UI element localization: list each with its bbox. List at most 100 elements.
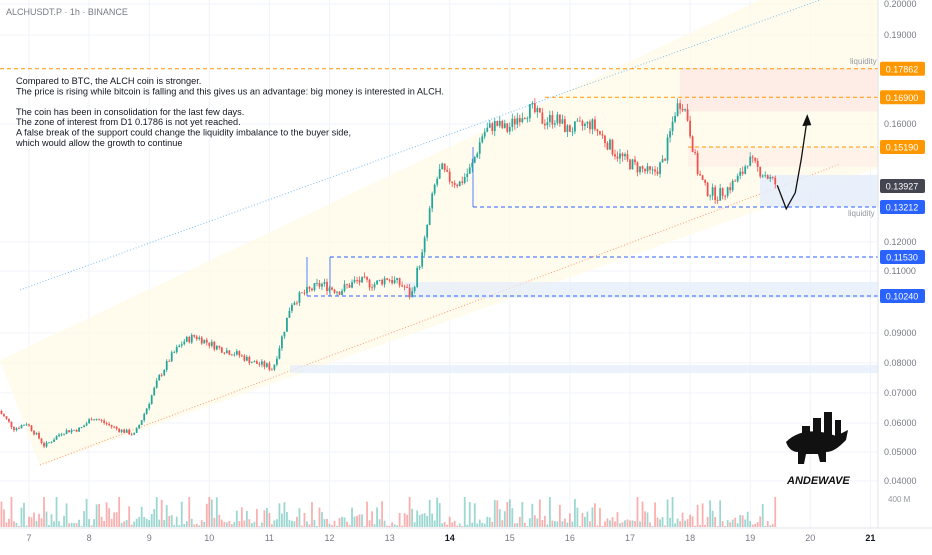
volume-bar xyxy=(644,511,646,527)
volume-bar xyxy=(566,522,569,527)
candle-body xyxy=(283,331,286,337)
volume-bar xyxy=(308,524,311,527)
time-tick-label: 11 xyxy=(265,533,274,543)
time-axis[interactable]: 7 8 9 10 11 12 13 14 15 16 17 18 19 20 21 xyxy=(0,527,932,550)
candle-body xyxy=(596,129,599,132)
candle-body xyxy=(441,163,444,170)
volume-bar xyxy=(416,510,419,527)
volume-bar xyxy=(28,516,30,527)
candle-body xyxy=(754,157,757,161)
candle-body xyxy=(503,123,506,128)
candle-body xyxy=(286,317,288,332)
volume-bar xyxy=(634,521,636,527)
volume-bar xyxy=(501,520,504,527)
candle-body xyxy=(200,337,203,344)
volume-bar xyxy=(754,523,757,527)
candle-body xyxy=(536,107,539,113)
candle-body xyxy=(105,422,108,424)
candle-body xyxy=(714,187,717,201)
volume-bar xyxy=(253,521,256,527)
volume-bar xyxy=(298,508,301,527)
volume-bar xyxy=(533,515,536,527)
price-axis[interactable]: 0.20000 0.19000 0.16000 0.12000 0.11000 0.090… xyxy=(877,0,932,550)
volume-bar xyxy=(0,501,3,527)
volume-bar xyxy=(250,523,253,527)
volume-bar xyxy=(301,525,303,527)
price-tag-text-0.11530: 0.11530 xyxy=(886,253,918,263)
candle-body xyxy=(215,345,218,350)
volume-bar xyxy=(13,521,15,527)
candle-body xyxy=(456,184,459,187)
candle-body xyxy=(659,162,661,174)
volume-bar xyxy=(594,503,596,527)
volume-bar xyxy=(73,523,75,527)
candle-body xyxy=(311,288,313,291)
candle-body xyxy=(48,442,50,444)
candle-body xyxy=(258,363,261,365)
volume-bar xyxy=(689,514,691,527)
volume-bar xyxy=(30,517,33,527)
candle-body xyxy=(571,131,574,133)
candle-body xyxy=(393,280,396,284)
demand-supply-zones xyxy=(290,67,878,373)
candle-body xyxy=(85,423,88,426)
candle-body xyxy=(173,352,176,354)
candle-body xyxy=(476,153,479,158)
projection-path xyxy=(776,117,808,211)
volume-bar xyxy=(135,518,138,527)
candle-body xyxy=(674,115,676,122)
volume-bar xyxy=(145,518,148,527)
volume-bar xyxy=(721,521,724,527)
volume-bar xyxy=(213,517,216,527)
candle-body xyxy=(75,429,78,432)
volume-bar xyxy=(726,520,729,527)
candle-body xyxy=(403,286,406,288)
volume-bar xyxy=(303,512,306,527)
volume-bar xyxy=(103,520,106,527)
candle-body xyxy=(145,408,148,414)
volume-bar xyxy=(313,519,316,527)
candle-body xyxy=(306,287,308,294)
candle-body xyxy=(651,169,654,171)
candle-body xyxy=(624,154,626,157)
volume-bar xyxy=(756,522,759,527)
candle-body xyxy=(88,419,90,424)
candle-body xyxy=(493,121,496,132)
candle-body xyxy=(361,276,363,283)
candle-body xyxy=(255,361,258,364)
candle-body xyxy=(569,125,571,132)
rising-channel xyxy=(0,0,878,467)
volume-bar xyxy=(38,513,40,527)
volume-bar xyxy=(744,519,747,527)
volume-bar xyxy=(143,516,146,527)
candle-body xyxy=(453,183,456,185)
candle-body xyxy=(13,427,15,431)
candle-body xyxy=(303,292,306,294)
candle-body xyxy=(634,159,636,163)
candle-body xyxy=(586,121,589,124)
volume-bar xyxy=(589,521,591,527)
annotation-line: which would allow the growth to continue xyxy=(15,138,183,148)
volume-bar xyxy=(396,525,399,527)
volume-bar xyxy=(120,522,123,527)
volume-bar xyxy=(90,525,93,527)
candle-body xyxy=(541,112,544,124)
candle-body xyxy=(30,425,33,431)
candle-body xyxy=(313,283,316,291)
demand-zone-3 xyxy=(290,365,878,373)
volume-bar xyxy=(383,520,386,527)
candle-body xyxy=(388,279,391,281)
candle-body xyxy=(35,432,38,435)
price-tag-text-0.13212: 0.13212 xyxy=(886,203,919,213)
volume-bar xyxy=(391,522,394,527)
price-tick-label: 0.09000 xyxy=(884,328,917,338)
candle-body xyxy=(210,341,213,346)
volume-bar xyxy=(25,525,28,527)
volume-bar xyxy=(418,514,421,527)
candle-body xyxy=(203,339,206,344)
volume-bar xyxy=(508,499,511,527)
candle-body xyxy=(40,438,43,443)
candle-body xyxy=(208,342,211,346)
